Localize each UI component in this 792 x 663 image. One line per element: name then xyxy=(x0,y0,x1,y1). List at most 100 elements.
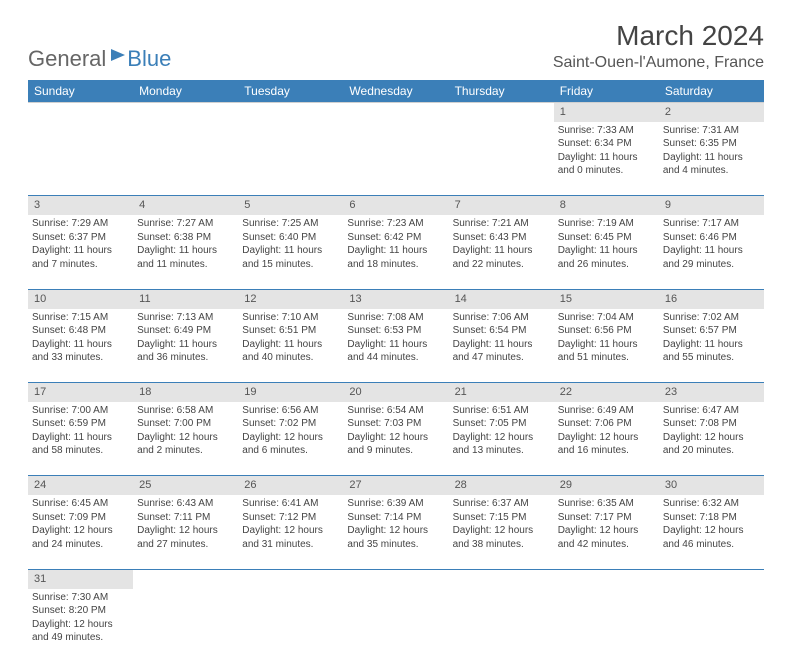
day-number: 4 xyxy=(133,196,238,215)
day-number xyxy=(28,103,133,122)
day-cell xyxy=(554,589,659,663)
day-cell: Sunrise: 7:27 AMSunset: 6:38 PMDaylight:… xyxy=(133,215,238,289)
col-saturday: Saturday xyxy=(659,80,764,103)
data-row: Sunrise: 7:00 AMSunset: 6:59 PMDaylight:… xyxy=(28,402,764,476)
day-number: 21 xyxy=(449,383,554,402)
daynum-row: 3456789 xyxy=(28,196,764,215)
day-number: 3 xyxy=(28,196,133,215)
day-cell: Sunrise: 6:54 AMSunset: 7:03 PMDaylight:… xyxy=(343,402,448,476)
day-number: 8 xyxy=(554,196,659,215)
col-tuesday: Tuesday xyxy=(238,80,343,103)
day-cell: Sunrise: 6:41 AMSunset: 7:12 PMDaylight:… xyxy=(238,495,343,569)
day-cell: Sunrise: 7:33 AMSunset: 6:34 PMDaylight:… xyxy=(554,122,659,196)
day-number xyxy=(133,103,238,122)
day-cell: Sunrise: 6:58 AMSunset: 7:00 PMDaylight:… xyxy=(133,402,238,476)
day-number: 24 xyxy=(28,476,133,495)
day-cell: Sunrise: 6:45 AMSunset: 7:09 PMDaylight:… xyxy=(28,495,133,569)
day-cell: Sunrise: 7:15 AMSunset: 6:48 PMDaylight:… xyxy=(28,309,133,383)
day-cell xyxy=(343,122,448,196)
day-cell: Sunrise: 6:49 AMSunset: 7:06 PMDaylight:… xyxy=(554,402,659,476)
day-number: 18 xyxy=(133,383,238,402)
day-cell: Sunrise: 7:17 AMSunset: 6:46 PMDaylight:… xyxy=(659,215,764,289)
day-number xyxy=(449,103,554,122)
day-number xyxy=(659,569,764,588)
day-cell: Sunrise: 7:08 AMSunset: 6:53 PMDaylight:… xyxy=(343,309,448,383)
day-cell: Sunrise: 6:37 AMSunset: 7:15 PMDaylight:… xyxy=(449,495,554,569)
day-cell xyxy=(343,589,448,663)
day-cell xyxy=(449,589,554,663)
daynum-row: 10111213141516 xyxy=(28,289,764,308)
header: General Blue March 2024 Saint-Ouen-l'Aum… xyxy=(28,20,764,72)
day-number: 20 xyxy=(343,383,448,402)
day-number: 31 xyxy=(28,569,133,588)
day-number xyxy=(238,103,343,122)
day-cell: Sunrise: 7:21 AMSunset: 6:43 PMDaylight:… xyxy=(449,215,554,289)
col-friday: Friday xyxy=(554,80,659,103)
day-number xyxy=(554,569,659,588)
day-cell: Sunrise: 6:35 AMSunset: 7:17 PMDaylight:… xyxy=(554,495,659,569)
day-number: 22 xyxy=(554,383,659,402)
calendar-body: 12Sunrise: 7:33 AMSunset: 6:34 PMDayligh… xyxy=(28,103,764,663)
day-number: 25 xyxy=(133,476,238,495)
day-cell: Sunrise: 7:04 AMSunset: 6:56 PMDaylight:… xyxy=(554,309,659,383)
day-cell: Sunrise: 6:32 AMSunset: 7:18 PMDaylight:… xyxy=(659,495,764,569)
day-number: 29 xyxy=(554,476,659,495)
day-cell: Sunrise: 7:06 AMSunset: 6:54 PMDaylight:… xyxy=(449,309,554,383)
day-number: 7 xyxy=(449,196,554,215)
day-number xyxy=(343,569,448,588)
day-cell: Sunrise: 6:51 AMSunset: 7:05 PMDaylight:… xyxy=(449,402,554,476)
day-cell: Sunrise: 7:13 AMSunset: 6:49 PMDaylight:… xyxy=(133,309,238,383)
day-number xyxy=(343,103,448,122)
weekday-header-row: Sunday Monday Tuesday Wednesday Thursday… xyxy=(28,80,764,103)
data-row: Sunrise: 7:15 AMSunset: 6:48 PMDaylight:… xyxy=(28,309,764,383)
day-number: 2 xyxy=(659,103,764,122)
day-cell: Sunrise: 6:47 AMSunset: 7:08 PMDaylight:… xyxy=(659,402,764,476)
location: Saint-Ouen-l'Aumone, France xyxy=(553,54,764,72)
day-cell: Sunrise: 7:25 AMSunset: 6:40 PMDaylight:… xyxy=(238,215,343,289)
day-number: 5 xyxy=(238,196,343,215)
day-number: 23 xyxy=(659,383,764,402)
daynum-row: 24252627282930 xyxy=(28,476,764,495)
day-cell: Sunrise: 7:10 AMSunset: 6:51 PMDaylight:… xyxy=(238,309,343,383)
day-cell xyxy=(238,589,343,663)
day-cell: Sunrise: 7:23 AMSunset: 6:42 PMDaylight:… xyxy=(343,215,448,289)
day-cell xyxy=(238,122,343,196)
col-monday: Monday xyxy=(133,80,238,103)
day-number: 19 xyxy=(238,383,343,402)
day-number: 11 xyxy=(133,289,238,308)
day-number: 14 xyxy=(449,289,554,308)
logo-text-1: General xyxy=(28,46,106,72)
day-cell: Sunrise: 6:39 AMSunset: 7:14 PMDaylight:… xyxy=(343,495,448,569)
day-number xyxy=(238,569,343,588)
title-block: March 2024 Saint-Ouen-l'Aumone, France xyxy=(553,20,764,72)
day-number: 26 xyxy=(238,476,343,495)
logo-icon xyxy=(111,49,125,61)
data-row: Sunrise: 7:33 AMSunset: 6:34 PMDaylight:… xyxy=(28,122,764,196)
data-row: Sunrise: 7:30 AMSunset: 8:20 PMDaylight:… xyxy=(28,589,764,663)
day-cell xyxy=(133,122,238,196)
logo: General Blue xyxy=(28,46,171,72)
day-number: 15 xyxy=(554,289,659,308)
day-cell: Sunrise: 7:31 AMSunset: 6:35 PMDaylight:… xyxy=(659,122,764,196)
logo-text-2: Blue xyxy=(127,46,171,72)
col-wednesday: Wednesday xyxy=(343,80,448,103)
day-cell: Sunrise: 6:56 AMSunset: 7:02 PMDaylight:… xyxy=(238,402,343,476)
day-number: 27 xyxy=(343,476,448,495)
day-cell: Sunrise: 7:29 AMSunset: 6:37 PMDaylight:… xyxy=(28,215,133,289)
day-number: 17 xyxy=(28,383,133,402)
day-number: 9 xyxy=(659,196,764,215)
day-cell xyxy=(449,122,554,196)
data-row: Sunrise: 6:45 AMSunset: 7:09 PMDaylight:… xyxy=(28,495,764,569)
day-cell: Sunrise: 7:19 AMSunset: 6:45 PMDaylight:… xyxy=(554,215,659,289)
col-thursday: Thursday xyxy=(449,80,554,103)
day-number: 13 xyxy=(343,289,448,308)
day-cell: Sunrise: 7:02 AMSunset: 6:57 PMDaylight:… xyxy=(659,309,764,383)
month-title: March 2024 xyxy=(553,20,764,52)
day-cell xyxy=(659,589,764,663)
daynum-row: 17181920212223 xyxy=(28,383,764,402)
day-number: 28 xyxy=(449,476,554,495)
day-cell: Sunrise: 7:30 AMSunset: 8:20 PMDaylight:… xyxy=(28,589,133,663)
data-row: Sunrise: 7:29 AMSunset: 6:37 PMDaylight:… xyxy=(28,215,764,289)
day-number: 6 xyxy=(343,196,448,215)
day-number: 30 xyxy=(659,476,764,495)
